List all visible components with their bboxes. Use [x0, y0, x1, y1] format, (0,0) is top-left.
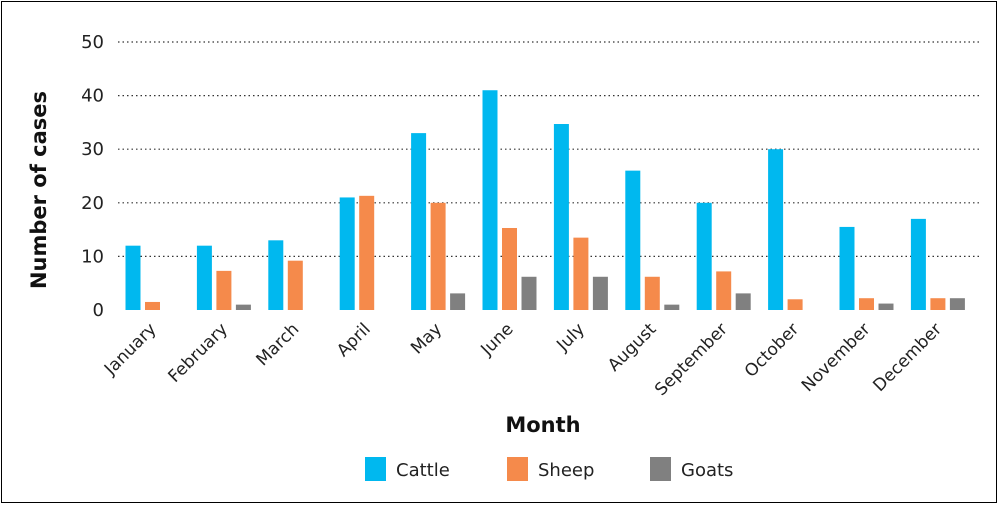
bar-cattle-october	[768, 149, 784, 310]
x-tick-label: April	[333, 319, 375, 361]
x-tick-label: November	[798, 319, 875, 396]
bar-sheep-june	[502, 227, 517, 310]
legend-swatch-cattle	[365, 457, 386, 481]
bar-cattle-february	[196, 245, 212, 310]
bar-sheep-september	[716, 271, 732, 310]
x-tick-label: January	[100, 319, 160, 379]
x-tick-label: September	[651, 319, 732, 400]
legend-label-goats: Goats	[681, 460, 733, 481]
y-tick-label: 30	[81, 139, 104, 160]
y-tick-label: 40	[81, 86, 104, 107]
bar-sheep-april	[359, 195, 375, 310]
bar-cattle-september	[696, 202, 712, 310]
y-tick-label: 0	[93, 300, 104, 321]
bar-sheep-august	[644, 276, 660, 310]
bar-goats-february	[235, 304, 251, 310]
bar-goats-august	[664, 304, 680, 310]
bar-goats-december	[949, 298, 965, 310]
y-tick-label: 50	[81, 32, 104, 53]
x-tick-label: May	[407, 319, 446, 358]
y-tick-label: 10	[81, 246, 104, 267]
legend-label-cattle: Cattle	[396, 460, 450, 481]
x-tick-label: June	[477, 319, 518, 360]
x-tick-label: December	[869, 319, 945, 395]
y-axis-title: Number of cases	[27, 91, 51, 289]
legend-swatch-sheep	[507, 457, 528, 481]
x-tick-label: August	[604, 319, 660, 375]
bar-cattle-december	[910, 218, 926, 310]
y-axis-ticks: 0 10 20 30 40 50	[81, 32, 104, 321]
bar-sheep-january	[145, 301, 160, 310]
y-tick-label: 20	[81, 193, 104, 214]
bar-sheep-may	[430, 202, 446, 310]
bar-cattle-march	[268, 240, 284, 310]
x-tick-label: February	[165, 319, 232, 386]
bar-goats-september	[735, 293, 751, 310]
bar-goats-november	[878, 303, 894, 310]
bar-goats-may	[450, 293, 466, 310]
bar-goats-june	[521, 276, 537, 310]
bar-cattle-may	[411, 133, 427, 310]
bar-goats-july	[592, 276, 608, 310]
x-axis-title: Month	[505, 413, 580, 437]
bar-sheep-march	[287, 260, 303, 310]
bar-sheep-february	[216, 270, 232, 310]
x-axis-ticks: January February March April May June July Augu…	[100, 319, 946, 400]
legend: Cattle Sheep Goats	[365, 457, 733, 481]
x-tick-label: October	[741, 319, 803, 381]
bar-cattle-november	[839, 226, 855, 310]
bar-sheep-december	[930, 298, 946, 310]
gridlines	[118, 41, 980, 257]
x-tick-label: March	[253, 319, 304, 370]
x-tick-label: July	[552, 319, 588, 355]
legend-swatch-goats	[650, 457, 671, 481]
bar-sheep-october	[787, 299, 803, 310]
bar-cattle-june	[482, 90, 498, 311]
bar-cattle-july	[553, 124, 569, 311]
bar-sheep-july	[573, 237, 589, 310]
bar-sheep-november	[859, 298, 874, 310]
bar-cattle-april	[339, 197, 355, 310]
bar-cattle-january	[125, 245, 141, 310]
legend-label-sheep: Sheep	[538, 460, 594, 481]
bars	[125, 90, 965, 311]
bar-cattle-august	[625, 170, 641, 310]
